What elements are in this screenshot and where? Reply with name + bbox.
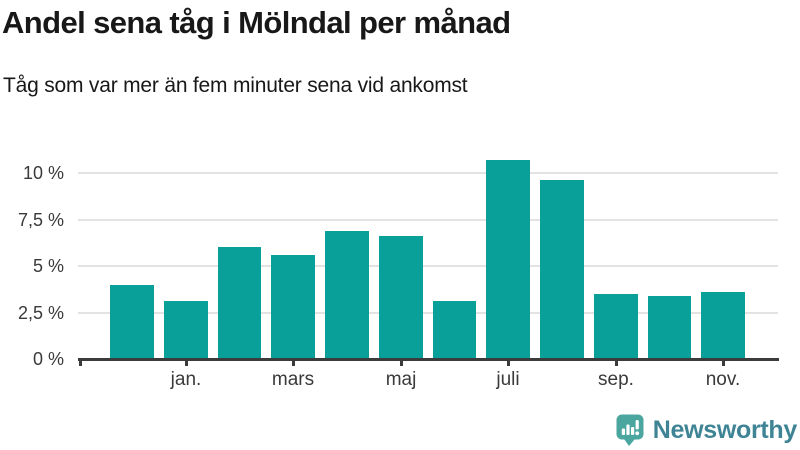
x-axis-line [78,358,779,361]
bar-month-11 [647,295,692,359]
chart-title: Andel sena tåg i Mölndal per månad [2,5,511,40]
x-tick-mars [291,360,295,366]
newsworthy-logo: Newsworthy [616,414,797,447]
y-tick-label: 5 % [32,256,64,276]
bar-month-4 [271,254,315,359]
chart-subtitle: Tåg som var mer än fem minuter sena vid … [3,74,468,97]
bar-month-10 [593,293,638,359]
y-tick-label: 0 % [32,349,64,369]
x-tick-label-nov: nov. [705,369,741,390]
bar-month-1 [110,284,154,359]
x-tick-maj [399,360,403,366]
x-tick-jan [184,360,188,366]
bar-month-9 [540,180,584,359]
bar-series [110,150,745,359]
bar-month-8 [486,159,530,359]
bar-month-6 [378,236,423,359]
x-tick-nov [721,360,725,366]
gridline-7.5 [78,218,778,221]
x-tick-juli [506,360,510,366]
y-tick-label: 10 % [22,163,64,183]
x-axis-origin-tick [79,360,82,366]
gridline-10 [78,172,778,174]
bar-month-7 [432,301,477,359]
bar-month-3 [217,247,262,359]
x-tick-label-maj: maj [385,369,417,390]
newsworthy-logo-text: Newsworthy [652,416,798,444]
gridline-5 [78,265,778,267]
gridline-2.5 [78,311,778,314]
x-tick-label-juli: juli [496,369,520,390]
plot-area: 0 % 2,5 % 5 % 7,5 % 10 % jan. mars maj juli sep.… [18,150,779,390]
newsworthy-chart-bubble-icon [616,414,644,446]
bar-month-2 [163,301,208,359]
x-tick-label-sep: sep. [598,369,634,390]
x-tick-label-jan: jan. [170,369,202,390]
bar-month-12 [701,292,745,359]
x-tick-sep [614,360,618,366]
y-tick-label: 7,5 % [17,209,64,230]
y-tick-label: 2,5 % [17,302,64,323]
x-tick-label-mars: mars [271,369,315,390]
bar-month-5 [325,230,369,359]
